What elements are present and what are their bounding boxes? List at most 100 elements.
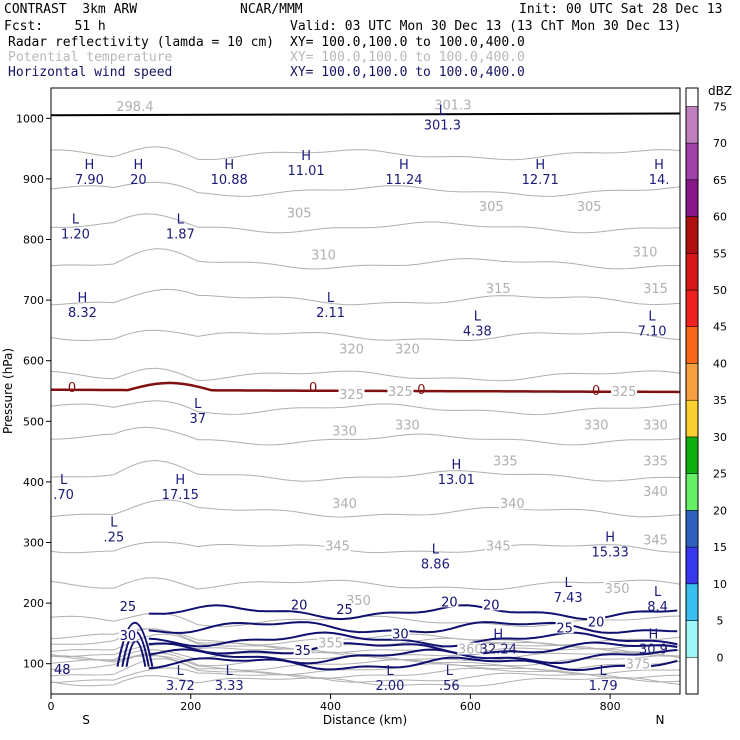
wind-label-bg	[118, 600, 137, 613]
extremum-value: 301.3	[424, 118, 461, 133]
freezing-level-label: 0	[309, 381, 317, 396]
low-marker: L	[565, 576, 573, 591]
isentrope-label: 320	[395, 343, 420, 358]
high-marker: H	[175, 473, 185, 488]
high-marker: H	[654, 158, 664, 173]
isentrope-label-bg	[499, 497, 526, 510]
isentrope-label: 325	[612, 385, 637, 400]
isentrope-label-bg	[317, 636, 344, 649]
isentrope-label-bg	[387, 385, 414, 398]
wind-label-bg	[391, 627, 410, 640]
isentrope-label: 335	[493, 455, 518, 470]
wind-label-bg	[482, 598, 501, 611]
y-tick-label: 800	[23, 234, 44, 247]
isentrope-label-bg	[611, 385, 638, 398]
extremum-value: 14.	[649, 173, 670, 188]
edge-label: 48	[54, 663, 71, 678]
colorbar-swatch	[685, 399, 699, 438]
colorbar-tick-label: 10	[713, 578, 727, 591]
colorbar-swatch	[685, 142, 699, 181]
colorbar-tick-label: 75	[713, 100, 727, 113]
low-marker: L	[226, 664, 234, 679]
y-tick-label: 500	[23, 415, 44, 428]
extremum-value: 15.33	[592, 546, 629, 561]
isentrope-label-bg	[121, 100, 148, 113]
x-tick-label: 600	[460, 700, 481, 713]
high-marker: H	[133, 158, 143, 173]
isentrope-label-bg	[345, 594, 372, 607]
colorbar-tick-label: 25	[713, 468, 727, 481]
low-marker: L	[327, 291, 335, 306]
low-marker: L	[110, 515, 118, 530]
wind-speed-label: 20	[441, 595, 458, 610]
y-tick-label: 900	[23, 173, 44, 186]
y-tick-label: 300	[23, 537, 44, 550]
extremum-value: 7.43	[554, 591, 583, 606]
high-marker: H	[535, 158, 545, 173]
colorbar-tick-label: 60	[713, 211, 727, 224]
colorbar-swatch	[685, 216, 699, 254]
colorbar-swatch	[685, 473, 699, 511]
extremum-value: 1.79	[589, 679, 618, 694]
extremum-value: .56	[439, 679, 460, 694]
colorbar-tick-label: 20	[713, 504, 727, 517]
wind-label-bg	[555, 621, 574, 634]
colorbar-swatch	[685, 510, 699, 548]
colorbar-swatch	[685, 253, 699, 291]
isentrope-label: 375	[626, 658, 651, 673]
field-xy-wind-speed: XY= 100.0,100.0 to 100.0,400.0	[290, 65, 525, 80]
isentrope-line	[51, 577, 680, 591]
wind-label-bg	[293, 643, 312, 656]
colorbar-swatch	[685, 620, 699, 658]
plot-frame	[50, 87, 681, 695]
high-marker: H	[85, 158, 95, 173]
wind-label-bg	[587, 615, 606, 628]
field-xy-reflectivity: XY= 100.0,100.0 to 100.0,400.0	[290, 35, 525, 50]
isentrope-label-bg	[485, 282, 512, 295]
extremum-value: 30.9	[639, 642, 668, 657]
x-tick-label: 400	[320, 700, 341, 713]
wind-speed-contours	[116, 604, 678, 672]
colorbar-tick-label: 65	[713, 174, 727, 187]
y-tick-label: 400	[23, 476, 44, 489]
isentrope-label-bg	[485, 539, 512, 552]
extremum-value: 11.01	[287, 164, 324, 179]
freezing-level-label: 0	[68, 381, 76, 396]
isentrope-line	[51, 400, 680, 416]
wind-speed-label: 30	[120, 629, 137, 644]
y-axis-label: Pressure (hPa)	[1, 348, 15, 434]
low-marker: L	[72, 212, 80, 227]
high-marker: H	[605, 531, 615, 546]
isentrope-line	[51, 426, 680, 446]
model-title: CONTRAST 3km ARW	[4, 2, 138, 17]
extremum-value: 11.24	[385, 173, 422, 188]
extremum-value: 2.11	[316, 306, 345, 321]
isentrope-label: 315	[486, 282, 511, 297]
isentrope-label: 345	[643, 534, 668, 549]
isentrope-label-bg	[642, 533, 669, 546]
extremum-value: 8.32	[68, 306, 97, 321]
isentrope-label: 350	[605, 582, 630, 597]
isentrope-label: 305	[479, 200, 504, 215]
isentrope-label: 340	[500, 497, 525, 512]
forecast-hour: Fcst: 51 h	[4, 19, 106, 34]
isentrope-label: 320	[339, 343, 364, 358]
extremum-value: 17.15	[162, 488, 199, 503]
extremum-value: 13.01	[438, 473, 475, 488]
wind-label-bg	[290, 598, 309, 611]
isentrope-line	[51, 633, 680, 654]
isentrope-label: 298.4	[116, 100, 153, 115]
x-tick-label: 0	[48, 700, 55, 713]
field-name-wind-speed: Horizontal wind speed	[8, 65, 173, 80]
isentrope-line	[51, 329, 680, 342]
isentrope-line	[51, 367, 680, 382]
low-marker: L	[386, 664, 394, 679]
isentrope-line	[51, 658, 680, 680]
isentrope-line	[51, 655, 680, 671]
isentrope-line	[51, 541, 680, 554]
colorbar-swatch	[685, 363, 699, 401]
freezing-level-line	[51, 381, 680, 394]
isentrope-label: 330	[332, 424, 357, 439]
organization: NCAR/MMM	[240, 2, 303, 17]
extremum-value: 2.00	[375, 679, 404, 694]
